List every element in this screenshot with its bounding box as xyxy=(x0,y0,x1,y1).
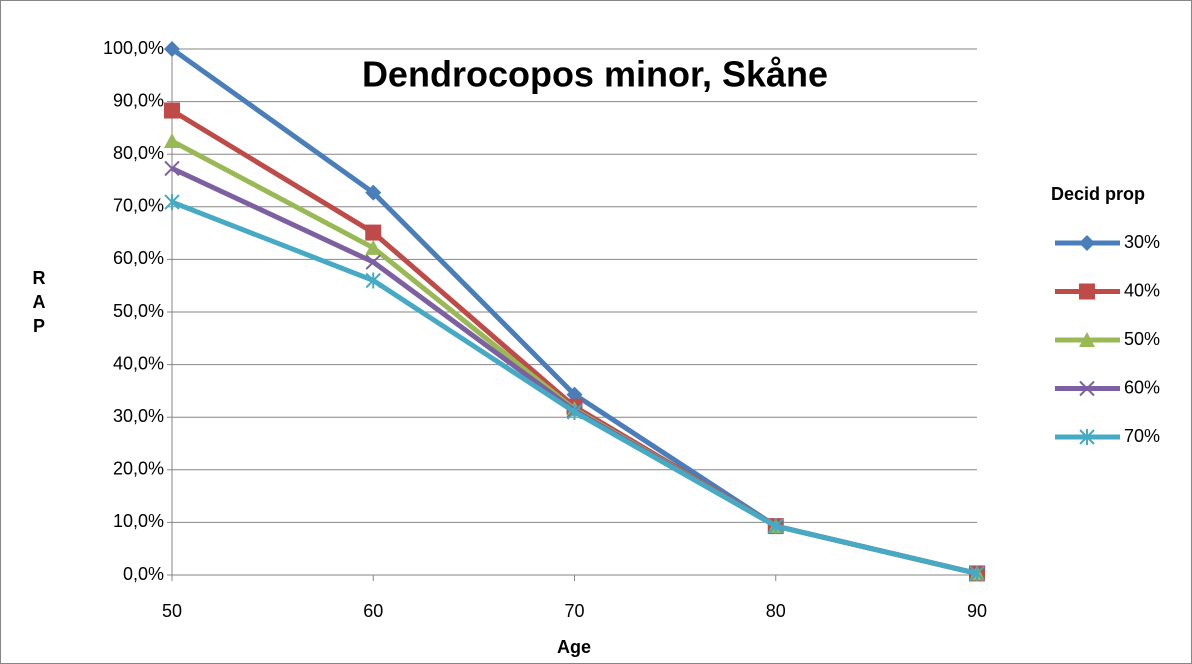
data-point xyxy=(566,403,583,420)
data-point xyxy=(768,518,784,535)
data-point xyxy=(164,194,180,211)
data-point xyxy=(365,224,382,241)
legend-marker xyxy=(1079,283,1095,300)
x-axis-label: Age xyxy=(557,637,591,657)
data-point xyxy=(365,272,381,289)
y-tick-label: 60,0% xyxy=(113,248,164,268)
data-point xyxy=(365,239,382,255)
data-point xyxy=(164,102,180,119)
x-tick-label: 90 xyxy=(967,601,987,621)
legend-label: 30% xyxy=(1124,232,1160,252)
legend-marker xyxy=(1079,429,1095,445)
x-tick-label: 50 xyxy=(162,601,182,621)
data-point xyxy=(566,386,583,403)
y-tick-label: 50,0% xyxy=(113,301,164,321)
y-tick-label: 10,0% xyxy=(113,511,164,531)
legend-title: Decid prop xyxy=(1051,184,1145,204)
legend-marker xyxy=(1079,332,1095,347)
legend-label: 40% xyxy=(1124,280,1160,300)
legend-label: 50% xyxy=(1124,329,1160,349)
y-axis-label: RAP xyxy=(29,268,49,340)
legend-label: 70% xyxy=(1124,426,1160,446)
y-tick-label: 100,0% xyxy=(103,38,164,58)
y-tick-label: 90,0% xyxy=(113,90,164,110)
legend-marker xyxy=(1079,380,1095,397)
chart-title: Dendrocopos minor, Skåne xyxy=(362,54,828,95)
y-tick-label: 30,0% xyxy=(113,406,164,426)
y-tick-label: 40,0% xyxy=(113,353,164,373)
data-point xyxy=(365,254,381,270)
x-tick-label: 60 xyxy=(363,601,383,621)
data-point xyxy=(969,565,985,582)
x-tick-label: 70 xyxy=(564,601,584,621)
y-tick-label: 20,0% xyxy=(113,459,164,479)
x-tick-label: 80 xyxy=(766,601,786,621)
legend-marker xyxy=(1079,235,1095,251)
data-point xyxy=(164,41,180,57)
data-point xyxy=(164,160,180,177)
legend-label: 60% xyxy=(1124,377,1160,397)
y-tick-label: 0,0% xyxy=(123,564,164,584)
y-tick-label: 70,0% xyxy=(113,196,164,216)
data-point xyxy=(365,184,382,201)
y-tick-label: 80,0% xyxy=(113,143,164,163)
data-point xyxy=(164,133,180,149)
